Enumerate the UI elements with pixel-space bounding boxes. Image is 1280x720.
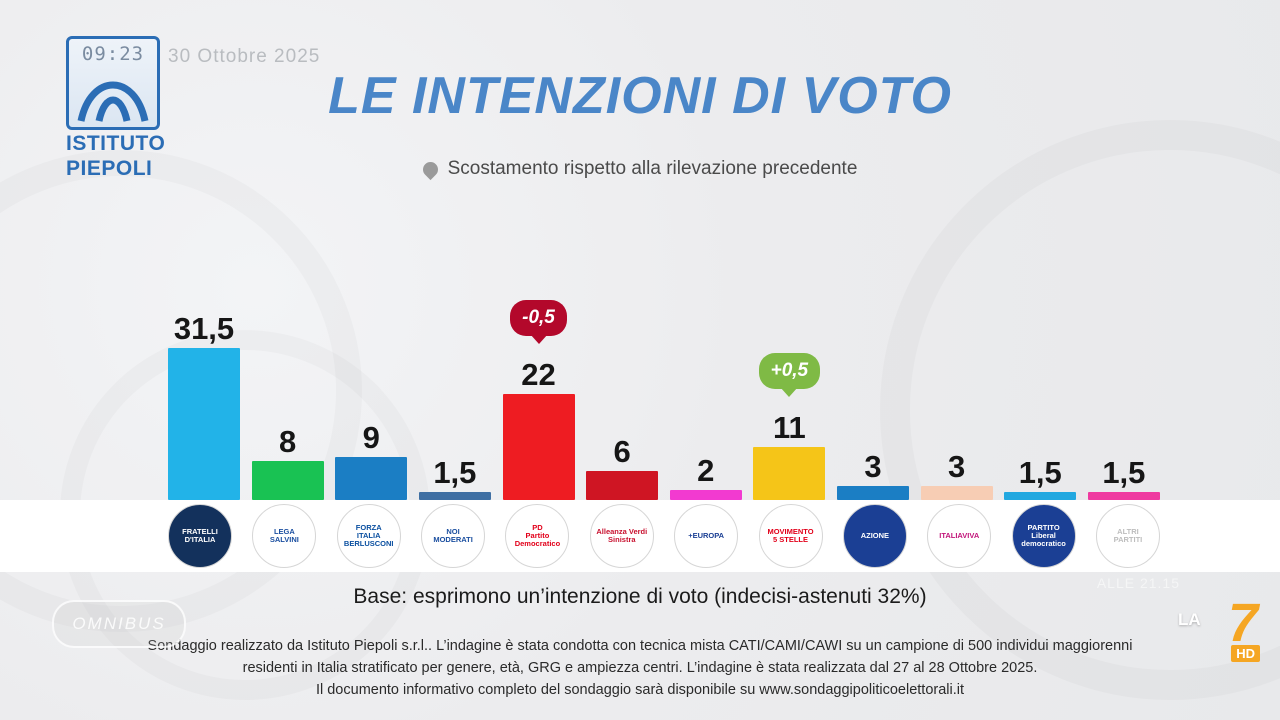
bar [418, 492, 491, 500]
party-logo-label: Alleanza Verdi Sinistra [596, 527, 648, 544]
bar-value-label: 1,5 [1018, 455, 1062, 490]
channel-bug-seven: 7 [1227, 593, 1258, 653]
party-logos-strip: FRATELLI D'ITALIA LEGA SALVINI FORZA ITALIA BE… [0, 500, 1280, 572]
vote-intentions-chart: 31,5 8 9 1,5 -0,5 22 6 2 +0,5 11 3 3 1,5 1,5 [0, 200, 1280, 500]
delta-badge-pointer [529, 333, 548, 344]
party-logo-label: PARTITO Liberal democratico [1021, 523, 1066, 548]
bar [251, 461, 324, 500]
bar-column: 9 [335, 200, 408, 500]
party-logo-label: PD Partito Democratico [514, 523, 561, 548]
party-logo: LEGA SALVINI [252, 504, 317, 568]
bar-value-label: 31,5 [173, 311, 235, 346]
page-title: LE INTENZIONI DI VOTO [328, 67, 952, 125]
onscreen-clock: 09:23 [81, 43, 145, 65]
party-logo: FRATELLI D'ITALIA [168, 504, 232, 568]
channel-bug-hd: HD [1231, 645, 1260, 662]
party-logo-label: +EUROPA [688, 531, 725, 541]
methodology-line-3: Il documento informativo completo del so… [315, 681, 965, 698]
bar [920, 485, 993, 500]
bar [1087, 492, 1160, 500]
party-logo: AZIONE [842, 504, 907, 568]
bar [502, 393, 575, 500]
methodology-line-2: residenti in Italia stratificato per gen… [242, 659, 1038, 676]
bar-value-label: 3 [948, 448, 966, 484]
party-logo: NOI MODERATI [421, 504, 486, 568]
bar-column: 31,5 [168, 200, 240, 500]
party-logo: PARTITO Liberal democratico [1011, 504, 1076, 568]
istituto-piepoli-logo: 09:23 ISTITUTO PIEPOLI [66, 36, 166, 180]
bar-value-label: 1,5 [1102, 455, 1146, 490]
logo-badge: 09:23 [66, 36, 160, 130]
bar-value-label: 9 [362, 419, 380, 455]
logo-name-line1: ISTITUTO [66, 132, 166, 155]
base-note: Base: esprimono un’intenzione di voto (i… [353, 585, 927, 608]
party-logo: ALTRI PARTITI [1095, 504, 1160, 568]
bar-column: 3 [837, 200, 909, 500]
piepoli-arc-icon [77, 81, 149, 122]
party-logo: Alleanza Verdi Sinistra [589, 504, 654, 568]
subtitle-row: Scostamento rispetto alla rilevazione pr… [0, 158, 1280, 180]
bar-column: 2 [669, 200, 742, 500]
methodology-line-1: Sondaggio realizzato da Istituto Piepoli… [147, 638, 1133, 654]
bar [586, 471, 659, 500]
channel-bug-la: LA [1178, 610, 1201, 629]
party-logo-label: ALTRI PARTITI [1113, 527, 1143, 544]
party-logo: PD Partito Democratico [505, 504, 570, 568]
party-logo-label: NOI MODERATI [433, 527, 473, 544]
subtitle: Scostamento rispetto alla rilevazione pr… [447, 158, 858, 179]
map-pin-icon [419, 158, 441, 180]
bar-value-label: 2 [697, 453, 715, 489]
bar-value-label: 22 [521, 356, 556, 392]
methodology-note: Sondaggio realizzato da Istituto Piepoli… [0, 636, 1280, 701]
bar-column: 1,5 [1004, 200, 1077, 500]
bar-column: 1,5 [1087, 200, 1160, 500]
bar-column: +0,5 11 [753, 200, 826, 500]
party-logo-label: AZIONE [860, 531, 890, 541]
bar-column: 6 [586, 200, 659, 500]
channel-bug: LA 7 HD [1178, 596, 1262, 662]
party-logo-label: ITALIAVIVA [939, 531, 980, 541]
party-logo: MOVIMENTO 5 STELLE [758, 504, 823, 568]
bar-value-label: 11 [772, 409, 806, 445]
delta-badge: +0,5 [758, 352, 821, 397]
bar [335, 456, 408, 500]
schedule-bug: ALLE 21.15 [1096, 575, 1180, 591]
bar-column: 1,5 [418, 200, 491, 500]
bar [669, 490, 742, 500]
bar [1004, 492, 1077, 500]
bar-column: -0,5 22 [502, 200, 575, 500]
party-logos-row: FRATELLI D'ITALIA LEGA SALVINI FORZA ITALIA BE… [168, 500, 1160, 572]
program-bug: OMNIBUS [52, 600, 186, 648]
party-logo: ITALIAVIVA [927, 504, 992, 568]
bar [837, 485, 909, 500]
party-logo: +EUROPA [674, 504, 739, 568]
bar-value-label: 1,5 [433, 455, 477, 490]
bar-column: 3 [920, 200, 993, 500]
party-logo-label: FORZA ITALIA BERLUSCONI [343, 523, 394, 548]
bar-value-label: 6 [613, 434, 631, 470]
delta-badge-pointer [780, 386, 799, 397]
bar-value-label: 3 [864, 448, 882, 484]
bar [168, 348, 240, 500]
poll-date: 30 Ottobre 2025 [168, 46, 321, 67]
bar-column: 8 [251, 200, 324, 500]
bar-value-label: 8 [279, 424, 297, 460]
party-logo: FORZA ITALIA BERLUSCONI [336, 504, 401, 568]
party-logo-label: FRATELLI D'ITALIA [182, 527, 218, 544]
logo-name-line2: PIEPOLI [66, 156, 153, 180]
bar [753, 446, 826, 500]
delta-badge: -0,5 [510, 299, 567, 344]
party-logo-label: LEGA SALVINI [269, 527, 299, 544]
party-logo-label: MOVIMENTO 5 STELLE [767, 527, 814, 544]
bar-group: 31,5 8 9 1,5 -0,5 22 6 2 +0,5 11 3 3 1,5 1,5 [168, 200, 1160, 500]
